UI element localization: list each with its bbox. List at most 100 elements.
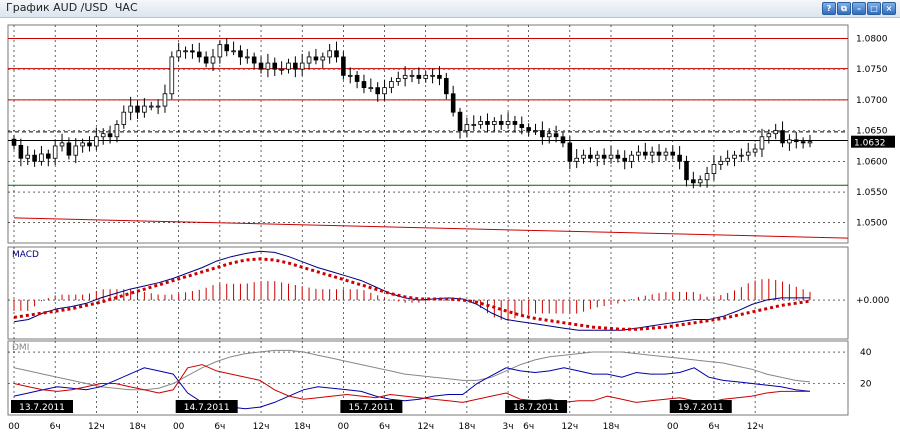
candle-body: [107, 133, 113, 138]
candle: [73, 137, 79, 164]
candle: [299, 53, 305, 76]
hour-tick-label: 6ч: [708, 422, 719, 432]
candle: [560, 132, 566, 148]
candle-body: [87, 142, 92, 147]
candle: [697, 175, 703, 188]
price-panel[interactable]: [7, 24, 849, 244]
candle: [423, 71, 429, 83]
candle-body: [293, 62, 298, 70]
candle-body: [162, 93, 168, 107]
candle: [389, 77, 394, 94]
candle-body: [601, 154, 607, 159]
candle: [107, 125, 113, 144]
candle: [306, 51, 312, 69]
maximize-button[interactable]: □: [867, 2, 881, 15]
candle: [629, 150, 634, 169]
candle-body: [505, 121, 511, 125]
candle: [52, 139, 58, 166]
candle-body: [643, 151, 648, 156]
candle: [677, 145, 682, 170]
candle: [588, 147, 593, 163]
candle: [334, 41, 339, 63]
candle: [457, 107, 463, 139]
macd-panel[interactable]: [7, 246, 849, 340]
candle-body: [526, 127, 531, 132]
candle: [190, 44, 195, 59]
hour-tick-label: 18ч: [459, 422, 476, 432]
candle-body: [745, 151, 751, 156]
candle: [546, 128, 552, 144]
candle: [670, 145, 676, 160]
candle-body: [560, 136, 566, 144]
candle-body: [437, 74, 442, 79]
candle: [492, 117, 497, 132]
candle: [540, 121, 545, 145]
candle: [533, 123, 538, 135]
candle-body: [498, 121, 504, 125]
candle: [450, 85, 456, 117]
candle: [752, 143, 758, 157]
candle: [94, 127, 99, 151]
price-levels: [8, 38, 849, 239]
candle: [279, 61, 284, 75]
candle-body: [629, 154, 634, 162]
candle: [402, 66, 408, 87]
hour-tick-label: 12ч: [561, 422, 578, 432]
candle: [636, 145, 641, 161]
candle-body: [512, 121, 518, 125]
candle-body: [114, 124, 120, 138]
candle-body: [39, 153, 44, 162]
candle-body: [457, 111, 463, 132]
candle: [718, 155, 724, 170]
candle-body: [183, 50, 188, 53]
candle-body: [238, 50, 243, 58]
price-tick-label: 1.0800: [856, 35, 888, 45]
candle: [553, 125, 559, 143]
dmi-tick-label: 20: [860, 380, 872, 390]
macd-label: MACD: [12, 250, 39, 260]
candle-body: [478, 121, 483, 125]
candle: [293, 56, 298, 78]
candle: [725, 150, 730, 166]
current-price-marker: [851, 135, 895, 148]
candle-body: [327, 50, 332, 58]
hour-tick-label: 3ч: [503, 422, 514, 432]
candle: [574, 149, 579, 169]
candle: [498, 114, 504, 131]
candle: [327, 44, 332, 64]
candle: [464, 117, 470, 138]
candle-body: [540, 130, 545, 138]
candle: [656, 144, 662, 162]
close-button[interactable]: ×: [882, 2, 896, 15]
day-label-box: [669, 400, 732, 413]
minimize-button[interactable]: –: [852, 2, 866, 15]
candle-body: [320, 56, 326, 61]
price-tick-label: 1.0650: [856, 127, 888, 137]
candle-body: [430, 74, 435, 77]
candle: [567, 136, 573, 170]
candle-body: [217, 44, 223, 58]
window-titlebar: График AUD /USD ЧАС ? ⧉ – □ ×: [0, 0, 900, 18]
candle-body: [697, 179, 703, 184]
candle-body: [677, 154, 682, 162]
hour-tick-label: 6ч: [523, 422, 534, 432]
candle-body: [279, 68, 284, 71]
candle-body: [354, 74, 360, 82]
hour-tick-label: 12ч: [417, 422, 434, 432]
candle: [416, 67, 422, 84]
forex-chart[interactable]: 1.0800 1.0750 1.0700 1.0650 1.0600 1.0550 1.05…: [0, 17, 900, 435]
candle: [272, 57, 278, 76]
day-label: 14.7.2011: [184, 403, 230, 413]
candle: [643, 142, 648, 160]
time-axis: 00 6ч 12ч 18ч 00 6ч 12ч 18ч 00 6ч 12ч 18ч 3ч 6ч 12ч 18ч…: [8, 400, 763, 432]
candle-body: [361, 81, 367, 89]
hour-tick-label: 00: [667, 422, 679, 432]
candle-body: [471, 124, 477, 126]
candle-body: [780, 130, 785, 144]
restore-button[interactable]: ⧉: [837, 2, 851, 15]
help-button[interactable]: ?: [822, 2, 836, 15]
dmi-dmi_plus-line: [13, 367, 811, 410]
candle: [265, 53, 271, 78]
candle-body: [11, 138, 17, 146]
day-label-box: [11, 400, 73, 413]
